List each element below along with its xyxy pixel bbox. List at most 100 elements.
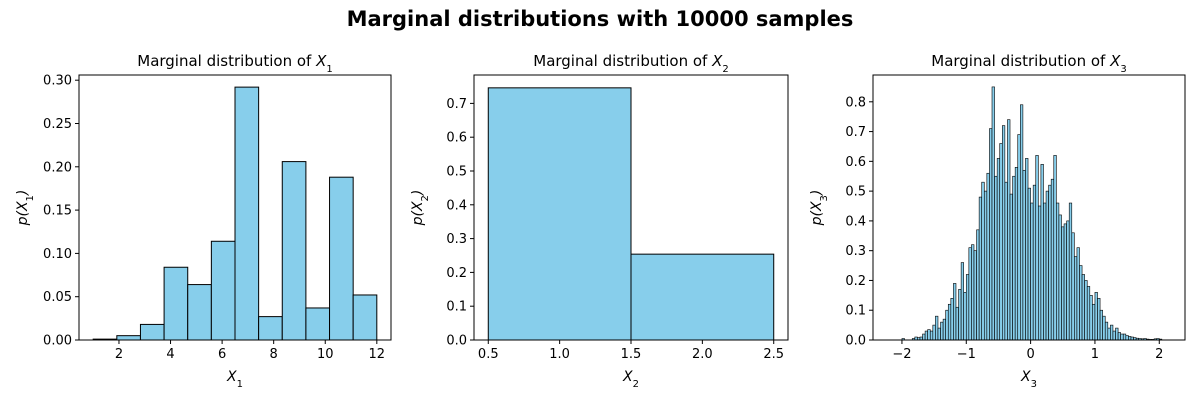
histogram-bar xyxy=(983,190,988,341)
histogram-bar xyxy=(1053,155,1057,341)
histogram-bar xyxy=(1092,303,1096,341)
y-tick-label: 0.6 xyxy=(845,155,866,170)
histogram-bar xyxy=(989,128,993,341)
x-tick-label: 2.0 xyxy=(692,347,713,362)
subplot-title: Marginal distribution of X1 xyxy=(137,52,333,75)
histogram-bar xyxy=(1058,214,1062,341)
histogram-bar xyxy=(945,309,949,341)
histogram-bar xyxy=(1089,295,1093,341)
histogram-bar xyxy=(116,335,141,341)
subplot-3: −2 −1 0 1 2 0.0 0.1 0.2 0.3 0.4 0.5 0.6 0.7 0.8 Margin… xyxy=(809,52,1186,390)
histogram-bar xyxy=(1112,330,1116,341)
histogram-bar xyxy=(281,161,307,341)
histogram-bar xyxy=(1030,202,1034,341)
y-tick-label: 0.25 xyxy=(43,117,72,132)
histogram-bar xyxy=(1086,286,1091,341)
y-tick-label: 0.20 xyxy=(43,160,72,175)
histogram-bar xyxy=(981,181,985,341)
histogram-bar xyxy=(1107,327,1111,341)
histogram-bar xyxy=(1115,327,1119,341)
x-axis-label: X1 xyxy=(226,369,243,390)
x-axis-label: X3 xyxy=(1020,369,1037,390)
histogram-bar xyxy=(1071,232,1075,341)
histogram-bar xyxy=(210,240,236,341)
histogram-bar xyxy=(953,283,957,341)
histogram-bar xyxy=(935,315,939,341)
histogram-bar xyxy=(187,284,212,341)
axes-frame xyxy=(872,74,1186,341)
x-tick-label: 6 xyxy=(218,347,226,362)
x-tick-label: −2 xyxy=(892,347,911,362)
histogram-bar xyxy=(234,86,260,341)
histogram-bar xyxy=(1061,226,1065,341)
x-tick-label: 8 xyxy=(270,347,278,362)
histogram-bar xyxy=(932,324,936,341)
histogram-bar xyxy=(1110,324,1114,341)
y-tick-label: 0.2 xyxy=(446,266,467,281)
histogram-bar xyxy=(1066,220,1070,341)
histogram-bar xyxy=(1068,202,1073,341)
histogram-bar xyxy=(986,172,990,341)
y-tick-label: 0.8 xyxy=(845,95,866,110)
y-tick-label: 0.2 xyxy=(845,274,866,289)
histogram-bar xyxy=(1056,202,1060,341)
histogram-bar xyxy=(947,303,952,341)
x-tick-label: 0 xyxy=(1026,347,1034,362)
histogram-bar xyxy=(258,316,283,341)
histogram-bar xyxy=(1025,158,1029,341)
histogram-bar xyxy=(1094,292,1098,341)
figure-title: Marginal distributions with 10000 sample… xyxy=(346,7,854,31)
histogram-bar xyxy=(1074,256,1078,341)
histogram-bar xyxy=(1035,155,1039,341)
y-axis-label: p(X1) xyxy=(15,190,36,227)
histogram-bar xyxy=(1012,175,1016,341)
axes-frame xyxy=(78,74,392,341)
histogram-bar xyxy=(1102,315,1106,341)
histogram-bar xyxy=(630,253,775,341)
histogram-bar xyxy=(487,87,632,341)
histogram-bar xyxy=(329,176,354,341)
subplot-1: 2 4 6 8 10 12 0.00 0.05 0.10 0.15 0.20 0.25 0.30 Marg… xyxy=(15,52,392,390)
histogram-bar xyxy=(1020,104,1024,341)
histogram-bar xyxy=(1128,336,1132,341)
y-axis-label: p(X2) xyxy=(410,190,431,227)
histogram-bar xyxy=(968,247,972,341)
y-tick-label: 0.1 xyxy=(446,300,467,315)
y-tick-label: 0.7 xyxy=(446,97,467,112)
x-axis-label: X2 xyxy=(622,369,639,390)
histogram-bar xyxy=(1099,309,1103,341)
y-tick-label: 0.00 xyxy=(43,334,72,349)
histogram-bar xyxy=(973,250,977,341)
histogram-bar xyxy=(978,196,983,341)
histogram-bar xyxy=(352,294,378,341)
histogram-bar xyxy=(1097,298,1101,341)
histogram-bar xyxy=(1022,169,1026,341)
histogram-bar xyxy=(1063,223,1067,341)
histogram-bar xyxy=(991,86,995,341)
y-tick-label: 0.30 xyxy=(43,74,72,89)
histogram-bar xyxy=(942,318,946,341)
histogram-bar xyxy=(965,274,970,341)
subplot-title: Marginal distribution of X3 xyxy=(931,52,1127,75)
y-tick-label: 0.5 xyxy=(446,164,467,179)
x-tick-label: 12 xyxy=(369,347,386,362)
histogram-bar xyxy=(958,289,962,341)
y-tick-label: 0.7 xyxy=(845,125,866,140)
histogram-bar xyxy=(163,266,189,341)
subplot-title: Marginal distribution of X2 xyxy=(533,52,729,75)
histogram-bar xyxy=(1120,333,1124,341)
y-tick-label: 0.15 xyxy=(43,204,72,219)
y-tick-label: 0.05 xyxy=(43,290,72,305)
histogram-bar xyxy=(139,323,165,341)
x-tick-label: 4 xyxy=(166,347,174,362)
histogram-bar xyxy=(929,330,934,341)
y-tick-label: 0.0 xyxy=(446,334,467,349)
histogram-bar xyxy=(996,158,1001,341)
x-tick-label: −1 xyxy=(957,347,976,362)
histogram-bar xyxy=(922,333,926,341)
y-tick-label: 0.4 xyxy=(845,214,866,229)
histogram-bar xyxy=(963,292,967,341)
histogram-bar xyxy=(1032,184,1037,341)
y-tick-label: 0.1 xyxy=(845,304,866,319)
histogram-bar xyxy=(1017,134,1021,341)
